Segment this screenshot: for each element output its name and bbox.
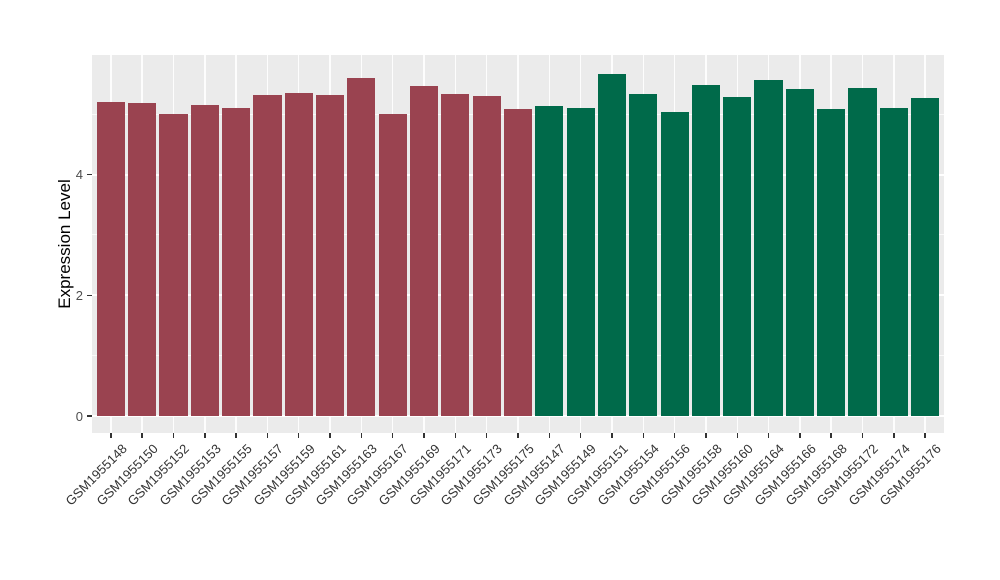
x-tick-mark bbox=[611, 433, 613, 438]
bar-GSM1955148 bbox=[96, 102, 125, 417]
bar-GSM1955158 bbox=[691, 84, 721, 417]
x-tick-mark bbox=[485, 433, 488, 438]
y-tick-mark bbox=[87, 294, 92, 297]
bar-GSM1955157 bbox=[253, 95, 282, 417]
bar-GSM1955150 bbox=[128, 103, 157, 417]
x-tick-mark bbox=[799, 433, 801, 438]
x-tick-mark bbox=[235, 433, 237, 438]
x-tick-mark bbox=[172, 433, 175, 438]
bar-GSM1955155 bbox=[221, 107, 251, 417]
bar-GSM1955160 bbox=[723, 97, 752, 417]
chart-panel bbox=[92, 55, 944, 433]
bar-GSM1955153 bbox=[190, 104, 219, 417]
bar-GSM1955176 bbox=[911, 97, 940, 417]
x-tick-mark bbox=[110, 433, 112, 438]
x-tick-mark bbox=[423, 433, 425, 438]
bar-GSM1955147 bbox=[535, 105, 564, 417]
bar-GSM1955156 bbox=[660, 111, 689, 417]
x-tick-mark bbox=[548, 433, 551, 438]
x-tick-mark bbox=[893, 433, 895, 438]
bar-GSM1955152 bbox=[159, 114, 188, 417]
bar-GSM1955172 bbox=[848, 88, 877, 417]
y-tick-label: 4 bbox=[75, 167, 83, 183]
x-tick-mark bbox=[861, 433, 864, 438]
bar-GSM1955175 bbox=[503, 109, 533, 417]
bar-GSM1955151 bbox=[597, 74, 627, 417]
bar-GSM1955163 bbox=[347, 77, 376, 417]
bar-GSM1955169 bbox=[409, 85, 439, 417]
x-tick-mark bbox=[830, 433, 832, 438]
x-tick-mark bbox=[360, 433, 363, 438]
x-tick-mark bbox=[705, 433, 707, 438]
x-tick-mark bbox=[329, 433, 331, 438]
y-tick-label: 0 bbox=[75, 408, 83, 424]
bar-GSM1955173 bbox=[472, 96, 501, 417]
y-tick-label: 2 bbox=[75, 287, 83, 303]
bar-GSM1955149 bbox=[566, 108, 595, 417]
x-tick-mark bbox=[297, 433, 300, 438]
x-tick-mark bbox=[517, 433, 519, 438]
bar-GSM1955159 bbox=[284, 93, 313, 417]
x-tick-mark bbox=[454, 433, 457, 438]
x-tick-mark bbox=[204, 433, 206, 438]
x-tick-mark bbox=[266, 433, 269, 438]
x-tick-mark bbox=[579, 433, 582, 438]
bar-GSM1955161 bbox=[315, 95, 345, 417]
bar-GSM1955167 bbox=[378, 114, 407, 417]
bar-GSM1955174 bbox=[879, 107, 908, 417]
bar-GSM1955171 bbox=[441, 93, 470, 417]
bar-GSM1955164 bbox=[754, 79, 783, 417]
bar-GSM1955166 bbox=[785, 88, 814, 417]
x-tick-mark bbox=[736, 433, 738, 438]
x-tick-mark bbox=[767, 433, 770, 438]
x-tick-mark bbox=[141, 433, 143, 438]
y-tick-mark bbox=[87, 173, 92, 176]
major-gridline bbox=[92, 415, 944, 418]
x-tick-mark bbox=[924, 433, 926, 438]
x-tick-mark bbox=[673, 433, 676, 438]
bar-GSM1955168 bbox=[817, 108, 846, 417]
bar-GSM1955154 bbox=[629, 93, 658, 417]
x-tick-mark bbox=[642, 433, 645, 438]
y-tick-mark bbox=[87, 415, 92, 417]
x-tick-mark bbox=[391, 433, 394, 438]
